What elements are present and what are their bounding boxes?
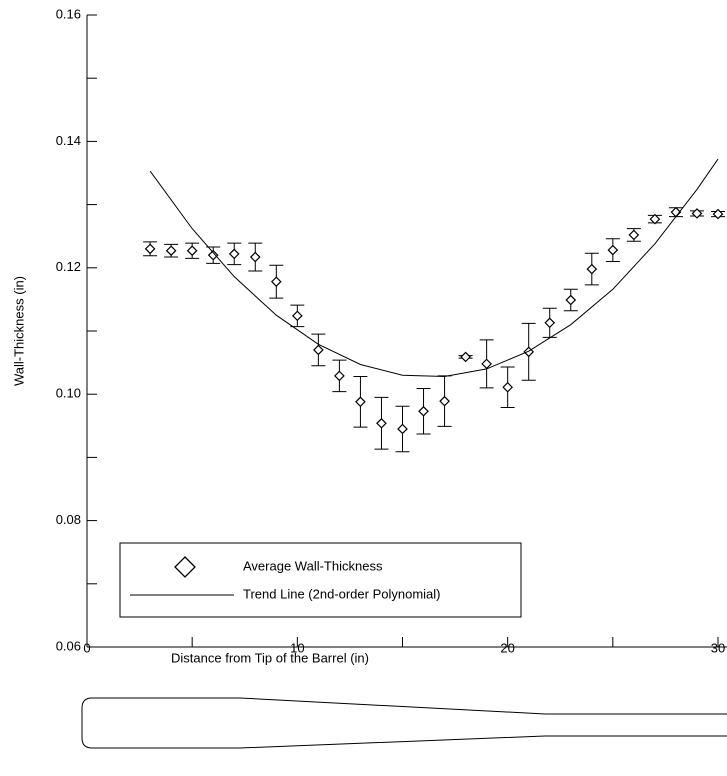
y-tick-label: 0.14: [56, 133, 81, 148]
y-tick-label: 0.06: [56, 638, 81, 653]
y-tick-label: 0.10: [56, 386, 81, 401]
data-point: [628, 229, 640, 241]
data-point: [228, 248, 240, 260]
data-point: [186, 245, 198, 257]
data-point: [376, 417, 387, 429]
data-point: [270, 276, 282, 288]
data-point: [418, 405, 429, 417]
x-tick-label: 30: [711, 640, 725, 655]
legend-marker: [174, 556, 196, 578]
y-tick-label: 0.12: [56, 259, 81, 274]
y-tick-label: 0.08: [56, 512, 81, 527]
data-point: [439, 395, 450, 407]
data-point: [207, 249, 219, 261]
x-axis-label: Distance from Tip of the Barrel (in): [171, 650, 369, 665]
legend-label: Trend Line (2nd-order Polynomial): [243, 586, 441, 601]
data-point: [481, 358, 492, 370]
legend: [119, 542, 522, 618]
data-point: [460, 351, 471, 363]
y-tick-label: 0.16: [56, 6, 81, 21]
data-point: [334, 370, 345, 382]
data-point: [165, 245, 177, 257]
data-point: [586, 263, 598, 275]
data-point: [144, 243, 156, 255]
data-point: [712, 208, 724, 220]
data-point: [691, 208, 703, 219]
x-tick-label: 0: [83, 640, 90, 655]
data-point: [313, 344, 324, 356]
barrel-outline: [81, 697, 727, 749]
data-point: [502, 381, 514, 393]
x-tick-label: 20: [500, 640, 514, 655]
data-point: [649, 213, 661, 225]
trend-line: [149, 158, 719, 378]
x-tick-label: 10: [290, 640, 304, 655]
data-point: [607, 244, 619, 256]
legend-label: Average Wall-Thickness: [243, 558, 383, 573]
data-point: [397, 423, 408, 435]
data-point: [565, 294, 577, 306]
data-point: [291, 310, 303, 322]
y-axis-label: Wall-Thickness (in): [11, 276, 26, 386]
data-point: [249, 251, 261, 263]
data-point: [544, 317, 556, 329]
data-point: [355, 396, 366, 408]
